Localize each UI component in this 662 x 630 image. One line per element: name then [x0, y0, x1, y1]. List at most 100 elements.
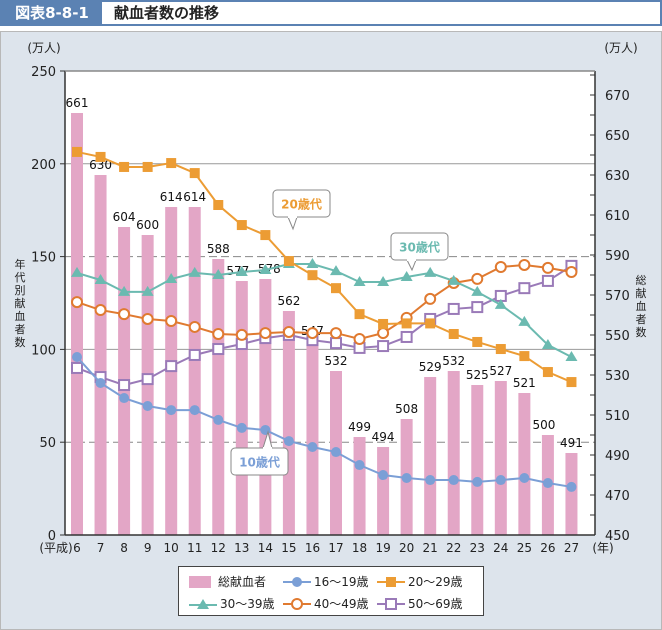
bar [282, 311, 295, 535]
x-tick-label: 14 [258, 541, 273, 555]
data-point [213, 414, 224, 425]
data-point [330, 265, 342, 276]
bar [518, 393, 531, 535]
x-tick-label: 20 [399, 541, 414, 555]
data-point [260, 230, 271, 241]
circle-filled-marker-icon [283, 576, 311, 587]
bar-label: 661 [66, 96, 89, 110]
bar-label: 614 [160, 190, 183, 204]
data-point [72, 352, 82, 363]
data-point [119, 161, 130, 172]
data-point [212, 343, 225, 356]
callout: 10歳代 [230, 430, 289, 476]
right-axis-unit: (万人) [604, 41, 637, 55]
data-point [212, 268, 225, 279]
x-tick-label: 9 [144, 541, 152, 555]
right-tick-label: 610 [605, 209, 630, 224]
data-point [165, 315, 178, 328]
callouts-group: 20歳代 30歳代 10歳代 [230, 189, 449, 476]
data-point [71, 361, 83, 374]
data-point [353, 276, 366, 287]
legend-item-30-39: 30～39歳 [189, 594, 275, 612]
bar-label: 494 [372, 430, 395, 444]
data-point [306, 258, 319, 269]
data-point [494, 298, 507, 309]
left-tick-label: 150 [31, 251, 56, 266]
data-point [331, 283, 341, 294]
bar [494, 381, 507, 535]
x-tick-label: 24 [493, 541, 508, 555]
data-point [141, 312, 154, 325]
data-point [189, 168, 200, 179]
data-point [331, 447, 341, 458]
bar [212, 259, 225, 535]
data-point [472, 336, 483, 347]
data-point [283, 256, 294, 267]
data-point [188, 266, 201, 277]
legend-item-40-49: 40～49歳 [283, 594, 369, 612]
bar [353, 437, 366, 535]
x-tick-label: 26 [540, 541, 555, 555]
data-point [519, 351, 530, 362]
data-point [400, 330, 413, 343]
data-point [424, 266, 437, 277]
data-point [377, 340, 390, 353]
data-point [212, 327, 225, 340]
data-point [141, 285, 154, 296]
legend-item-16-19: 16～19歳 [283, 572, 369, 590]
data-point [71, 266, 83, 277]
right-tick-label: 670 [605, 89, 630, 104]
bar-label: 600 [136, 218, 159, 232]
left-tick-label: 50 [39, 436, 56, 451]
left-tick-label: 250 [31, 65, 56, 80]
bar-label: 604 [113, 210, 136, 224]
data-point [189, 405, 200, 416]
circle-open-marker-icon [283, 597, 311, 610]
data-point [235, 328, 248, 341]
square-open-marker-icon [377, 597, 405, 610]
lines-group [71, 146, 578, 492]
series-line [76, 265, 572, 387]
data-point [495, 475, 506, 486]
x-tick-label: 27 [564, 541, 579, 555]
x-tick-label: 13 [234, 541, 249, 555]
bar [188, 207, 201, 535]
bar [565, 453, 578, 535]
right-tick-label: 470 [605, 489, 630, 504]
legend-item-20-29: 20～29歳 [377, 572, 463, 590]
bar [377, 447, 390, 535]
bar-label: 529 [419, 360, 442, 374]
data-point [378, 318, 389, 329]
data-point [142, 401, 153, 412]
data-point [188, 348, 201, 361]
data-point [471, 285, 484, 296]
data-point [283, 436, 294, 447]
right-tick-label: 570 [605, 289, 630, 304]
bar-label: 532 [442, 354, 465, 368]
data-point [353, 333, 366, 346]
bar-label: 527 [489, 364, 512, 378]
bar-label: 508 [395, 402, 418, 416]
data-point [377, 276, 390, 287]
x-tick-label: 7 [97, 541, 105, 555]
x-tick-label: 21 [423, 541, 438, 555]
x-tick-label: 11 [187, 541, 202, 555]
left-axis-label: 年代別献血者数 [15, 257, 26, 349]
x-tick-label: 22 [446, 541, 461, 555]
data-point [306, 327, 319, 340]
bar [471, 385, 484, 535]
bar-label: 499 [348, 420, 371, 434]
bar [259, 279, 272, 535]
bar-label: 562 [277, 294, 300, 308]
bar [424, 377, 437, 535]
bar-label: 614 [183, 190, 206, 204]
bar-label: 588 [207, 242, 230, 256]
right-axis-label: 総献血者数 [636, 273, 647, 339]
data-point [118, 308, 131, 321]
data-point [94, 304, 107, 317]
series-line [76, 356, 572, 488]
square-filled-marker-icon [377, 576, 405, 587]
callout-label: 30歳代 [399, 240, 440, 255]
data-point [542, 478, 553, 489]
data-point [495, 344, 506, 355]
